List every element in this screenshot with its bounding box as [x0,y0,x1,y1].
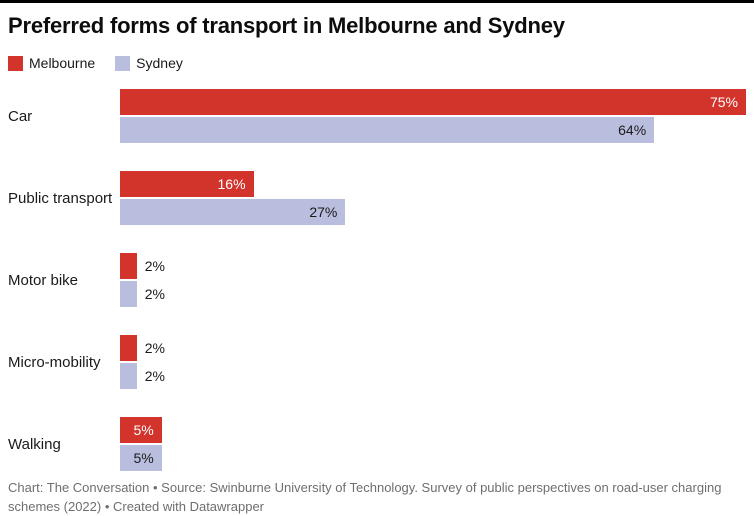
melbourne-bar: 16% [120,171,254,197]
bar-value-label: 2% [144,340,165,356]
bar-value-label: 64% [618,122,647,138]
bar-value-label: 2% [144,286,165,302]
legend-item: Sydney [115,55,183,71]
bar-value-label: 75% [709,94,738,110]
bar-group: Walking 5% 5% [8,417,746,471]
bar-row: 2% [120,281,746,307]
bar-row: 27% [120,199,746,225]
category-label: Motor bike [8,271,79,289]
bar-pair: 16% 27% [120,171,746,225]
bar-value-label: 27% [309,204,338,220]
bar-row: 16% [120,171,746,197]
melbourne-bar: 75% [120,89,746,115]
bar-group: Micro-mobility 2% 2% [8,335,746,389]
legend-swatch [115,55,131,71]
bar-row: 5% [120,417,746,443]
bar-row: 75% [120,89,746,115]
bar-group: Public transport 16% 27% [8,171,746,225]
legend-label: Sydney [136,55,183,71]
bar-row: 2% [120,363,746,389]
bar-group: Car 75% 64% [8,89,746,143]
category-label: Car [8,107,33,125]
bar-group: Motor bike 2% 2% [8,253,746,307]
legend-item: Melbourne [8,55,95,71]
bar-value-label: 2% [144,368,165,384]
sydney-bar: 27% [120,199,346,225]
bar-row: 2% [120,253,746,279]
bar-row: 5% [120,445,746,471]
melbourne-bar: 5% [120,417,162,443]
sydney-bar: 5% [120,445,162,471]
bar-row: 2% [120,335,746,361]
category-label: Micro-mobility [8,353,101,371]
category-label: Public transport [8,189,113,207]
bar-row: 64% [120,117,746,143]
sydney-bar [120,281,137,307]
bar-value-label: 5% [133,422,154,438]
bar-pair: 75% 64% [120,89,746,143]
bar-value-label: 5% [133,450,154,466]
category-label: Walking [8,435,61,453]
sydney-bar [120,363,137,389]
melbourne-bar [120,253,137,279]
legend-swatch [8,55,23,71]
bar-pair: 2% 2% [120,335,746,389]
bar-chart: Car 75% 64% Public transport 16% 27% Motor bik… [8,89,746,471]
bar-value-label: 16% [217,176,246,192]
legend: Melbourne Sydney [8,55,746,71]
melbourne-bar [120,335,137,361]
sydney-bar: 64% [120,117,655,143]
bar-value-label: 2% [144,258,165,274]
bar-pair: 5% 5% [120,417,746,471]
chart-footer: Chart: The Conversation • Source: Swinbu… [8,480,722,514]
legend-label: Melbourne [29,55,96,71]
chart-title: Preferred forms of transport in Melbourn… [8,13,565,38]
bar-pair: 2% 2% [120,253,746,307]
